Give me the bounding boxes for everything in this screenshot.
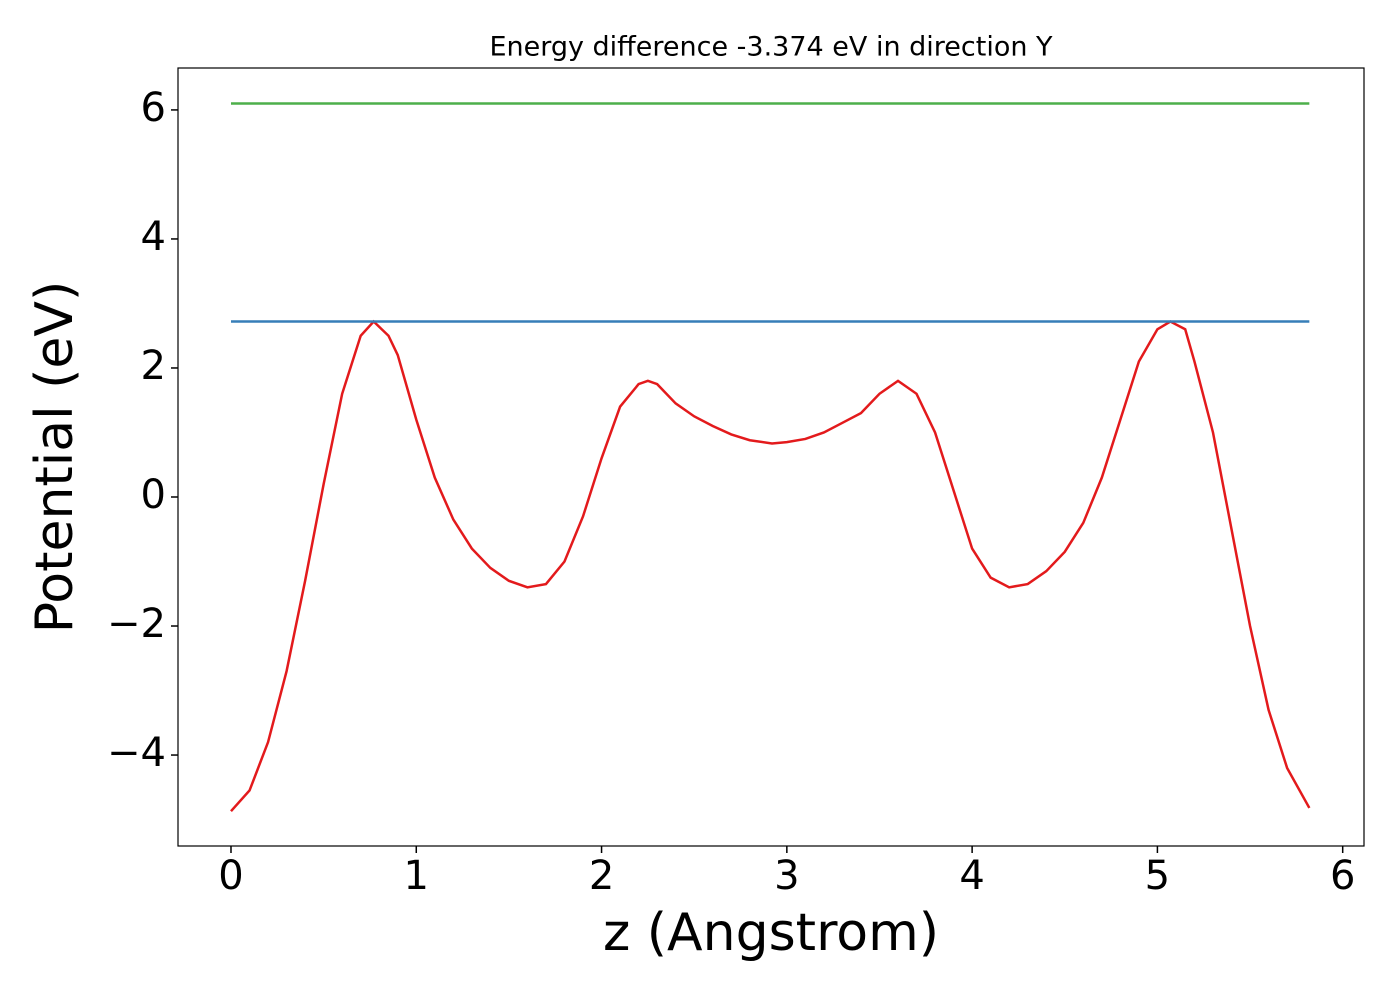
y-tick-label: 6 xyxy=(141,85,166,131)
x-tick-label: 0 xyxy=(218,853,243,899)
plot-frame xyxy=(177,67,1365,847)
y-tick-label: 4 xyxy=(141,214,166,260)
x-tick-label: 6 xyxy=(1330,853,1355,899)
chart-title: Energy difference -3.374 eV in direction… xyxy=(489,32,1053,63)
y-tick-label: −4 xyxy=(107,730,166,776)
x-tick-label: 2 xyxy=(589,853,614,899)
x-axis-label: z (Angstrom) xyxy=(603,903,939,963)
x-tick-label: 4 xyxy=(959,853,984,899)
y-axis-label: Potential (eV) xyxy=(25,281,85,633)
x-tick-label: 3 xyxy=(774,853,799,899)
x-tick-label: 1 xyxy=(404,853,429,899)
x-tick-label: 5 xyxy=(1145,853,1170,899)
y-tick-label: −2 xyxy=(107,601,166,647)
data-line xyxy=(230,319,1311,812)
y-tick-label: 0 xyxy=(141,472,166,518)
y-tick-label: 2 xyxy=(141,343,166,389)
